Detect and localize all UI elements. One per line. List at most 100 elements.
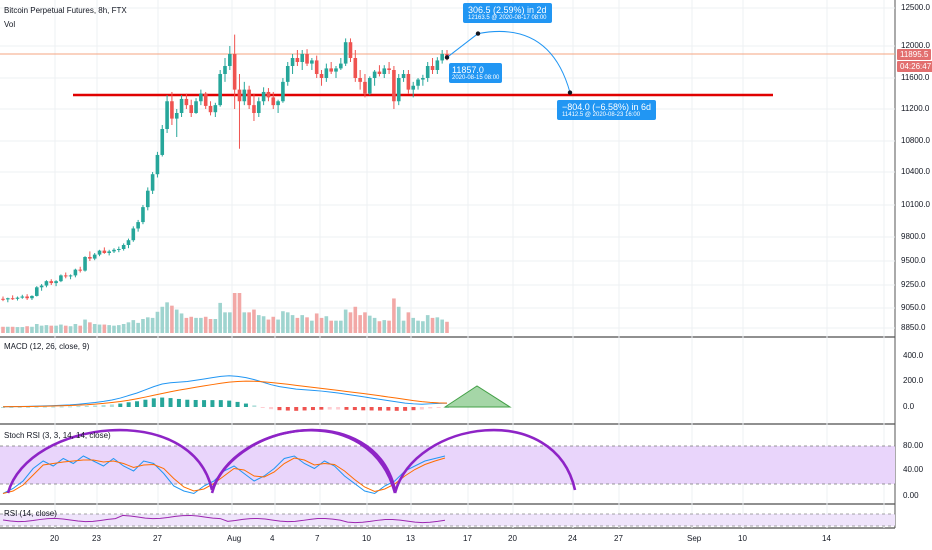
volume-bar <box>348 312 353 333</box>
candle-body <box>160 129 165 155</box>
price-tick-label: 9250.0 <box>901 280 926 289</box>
candle-body <box>324 68 329 78</box>
down-projection-callout[interactable]: −804.0 (−6.58%) in 6d 11412.5 @ 2020-08-… <box>557 100 657 120</box>
macd-histogram-bar <box>109 404 114 407</box>
volume-bar <box>107 325 111 333</box>
macd-histogram-bar <box>428 407 433 409</box>
time-tick-label: 24 <box>568 534 577 543</box>
candle-body <box>396 78 401 102</box>
volume-bar <box>208 319 213 333</box>
macd-histogram-bar <box>269 407 274 410</box>
candle-body <box>348 42 353 58</box>
candle-body <box>228 54 232 66</box>
volume-bar <box>131 320 136 333</box>
macd-histogram-bar <box>68 406 73 408</box>
macd-histogram-bar <box>310 407 315 411</box>
candle-body <box>300 54 305 62</box>
candle-body <box>218 74 222 106</box>
volume-bar <box>305 317 309 333</box>
candle-body <box>63 275 68 277</box>
candle-body <box>44 281 49 286</box>
volume-bar <box>194 317 198 333</box>
volume-bar <box>440 319 444 333</box>
volume-bar <box>343 309 348 333</box>
macd-histogram-bar <box>17 406 22 408</box>
volume-bar <box>184 317 189 333</box>
volume-bar <box>247 312 251 333</box>
candle-body <box>237 89 242 102</box>
candle-body <box>78 269 83 271</box>
volume-bar <box>78 325 83 333</box>
down-projection-main: −804.0 (−6.58%) in 6d <box>562 102 652 112</box>
up-projection-callout[interactable]: 306.5 (2.59%) in 2d 12163.5 @ 2020-08-17… <box>463 3 552 23</box>
volume-bar <box>314 313 319 333</box>
candle-body <box>242 89 247 102</box>
candle-body <box>406 74 411 90</box>
time-tick-label: 13 <box>406 534 415 543</box>
macd-histogram-bar <box>394 407 399 411</box>
volume-bar <box>150 317 155 333</box>
up-projection-sub: 12163.5 @ 2020-08-17 08:00 <box>468 15 547 21</box>
volume-bar <box>15 327 20 333</box>
macd-tick-label: 0.0 <box>903 402 915 411</box>
candle-body <box>367 78 372 94</box>
cycle-arc-overlay <box>210 429 397 494</box>
macd-histogram-bar <box>285 407 290 411</box>
candle-body <box>232 54 237 90</box>
candle-body <box>73 269 78 276</box>
macd-histogram-bar <box>26 406 31 408</box>
volume-bar <box>256 315 261 333</box>
volume-bar <box>97 324 102 333</box>
volume-bar <box>396 306 401 333</box>
macd-histogram-bar <box>193 399 198 407</box>
volume-bar <box>218 302 222 333</box>
stoch-band <box>0 446 895 484</box>
volume-bar <box>92 324 97 333</box>
macd-histogram-bar <box>42 406 47 408</box>
volume-bar <box>377 321 382 333</box>
time-tick-label: 20 <box>50 534 59 543</box>
macd-histogram-bar <box>260 407 265 408</box>
macd-histogram-bar <box>118 403 123 407</box>
macd-histogram-bar <box>76 406 81 408</box>
volume-bar <box>271 316 276 333</box>
volume-bar <box>63 325 68 333</box>
macd-histogram-bar <box>160 397 165 407</box>
volume-bar <box>324 316 329 333</box>
candle-body <box>343 42 348 64</box>
rsi-band <box>0 514 895 526</box>
candle-body <box>363 81 367 94</box>
candle-body <box>314 60 319 74</box>
candle-body <box>194 101 198 113</box>
macd-histogram-bar <box>210 400 215 407</box>
stoch-tick-label: 80.00 <box>903 441 924 450</box>
candle-body <box>179 98 184 113</box>
volume-bar <box>213 319 218 333</box>
candle-body <box>271 97 276 106</box>
price-tick-label: 12000.0 <box>901 41 930 50</box>
candle-body <box>30 295 34 299</box>
rsi-title: RSI (14, close) <box>4 509 57 518</box>
volume-bar <box>54 325 58 333</box>
candle-body <box>387 68 391 70</box>
candle-body <box>92 254 97 259</box>
volume-bar <box>237 293 242 333</box>
cycle-arc <box>6 428 214 494</box>
candle-body <box>25 296 29 299</box>
time-tick-label: 4 <box>270 534 275 543</box>
price-tick-label: 9500.0 <box>901 256 926 265</box>
volume-bar <box>199 317 203 333</box>
candle-body <box>170 101 174 119</box>
volume-bar <box>319 317 324 333</box>
candle-body <box>131 228 136 241</box>
volume-bar <box>261 316 266 333</box>
candle-body <box>59 275 63 282</box>
volume-bar <box>121 324 126 333</box>
volume-bar <box>242 312 247 333</box>
current-point-callout[interactable]: 11857.0 2020-08-15 08:00 <box>449 63 503 83</box>
volume-bar <box>310 320 314 333</box>
candle-body <box>112 249 116 252</box>
volume-bar <box>117 325 121 333</box>
macd-histogram-bar <box>344 407 349 410</box>
